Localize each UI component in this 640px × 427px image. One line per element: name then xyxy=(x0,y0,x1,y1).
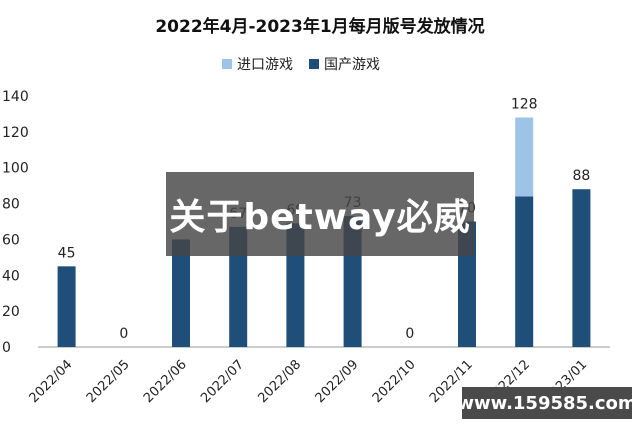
y-tick-label: 60 xyxy=(2,232,20,248)
bar-total-label: 45 xyxy=(58,245,76,261)
legend-label-domestic: 国产游戏 xyxy=(324,57,380,73)
bar-total-label: 128 xyxy=(511,97,538,113)
y-tick-label: 120 xyxy=(2,125,29,141)
overlay-text: 关于betway必威 xyxy=(169,197,471,238)
legend-item-domestic: 国产游戏 xyxy=(309,54,380,74)
x-tick-label: 2022/09 xyxy=(313,357,362,406)
x-tick-label: 2022/07 xyxy=(198,357,247,406)
legend-item-imported: 进口游戏 xyxy=(222,54,293,74)
x-tick-label: 2022/10 xyxy=(370,357,419,406)
bar-imported xyxy=(515,117,534,197)
y-tick-label: 80 xyxy=(2,197,20,213)
x-tick-label: 2022/08 xyxy=(255,357,304,406)
bar-domestic xyxy=(172,239,190,347)
chart-legend: 进口游戏 国产游戏 xyxy=(222,54,380,74)
y-tick-label: 100 xyxy=(2,161,29,177)
watermark-overlay: 关于betway必威 xyxy=(166,172,474,256)
legend-swatch-imported xyxy=(222,59,232,69)
watermark-url: www.159585.com xyxy=(457,392,637,414)
x-tick-label: 2022/06 xyxy=(141,357,190,406)
y-tick-label: 140 xyxy=(2,89,29,105)
bar-domestic xyxy=(229,226,248,347)
chart-title: 2022年4月-2023年1月每月版号发放情况 xyxy=(155,17,485,37)
x-tick-label: 2022/05 xyxy=(84,357,133,406)
legend-swatch-domestic xyxy=(309,59,319,69)
y-tick-label: 40 xyxy=(2,268,20,284)
bar-total-label: 0 xyxy=(119,326,128,342)
y-tick-label: 0 xyxy=(2,340,11,356)
legend-label-imported: 进口游戏 xyxy=(237,57,293,73)
bar-domestic xyxy=(57,266,76,347)
bar-total-label: 0 xyxy=(405,326,414,342)
bar-domestic xyxy=(515,196,534,347)
y-tick-label: 20 xyxy=(2,304,20,320)
bar-total-label: 88 xyxy=(572,168,590,184)
x-tick-label: 2022/04 xyxy=(27,357,76,406)
bar-domestic xyxy=(572,189,591,347)
watermark-badge: www.159585.com xyxy=(457,387,637,419)
